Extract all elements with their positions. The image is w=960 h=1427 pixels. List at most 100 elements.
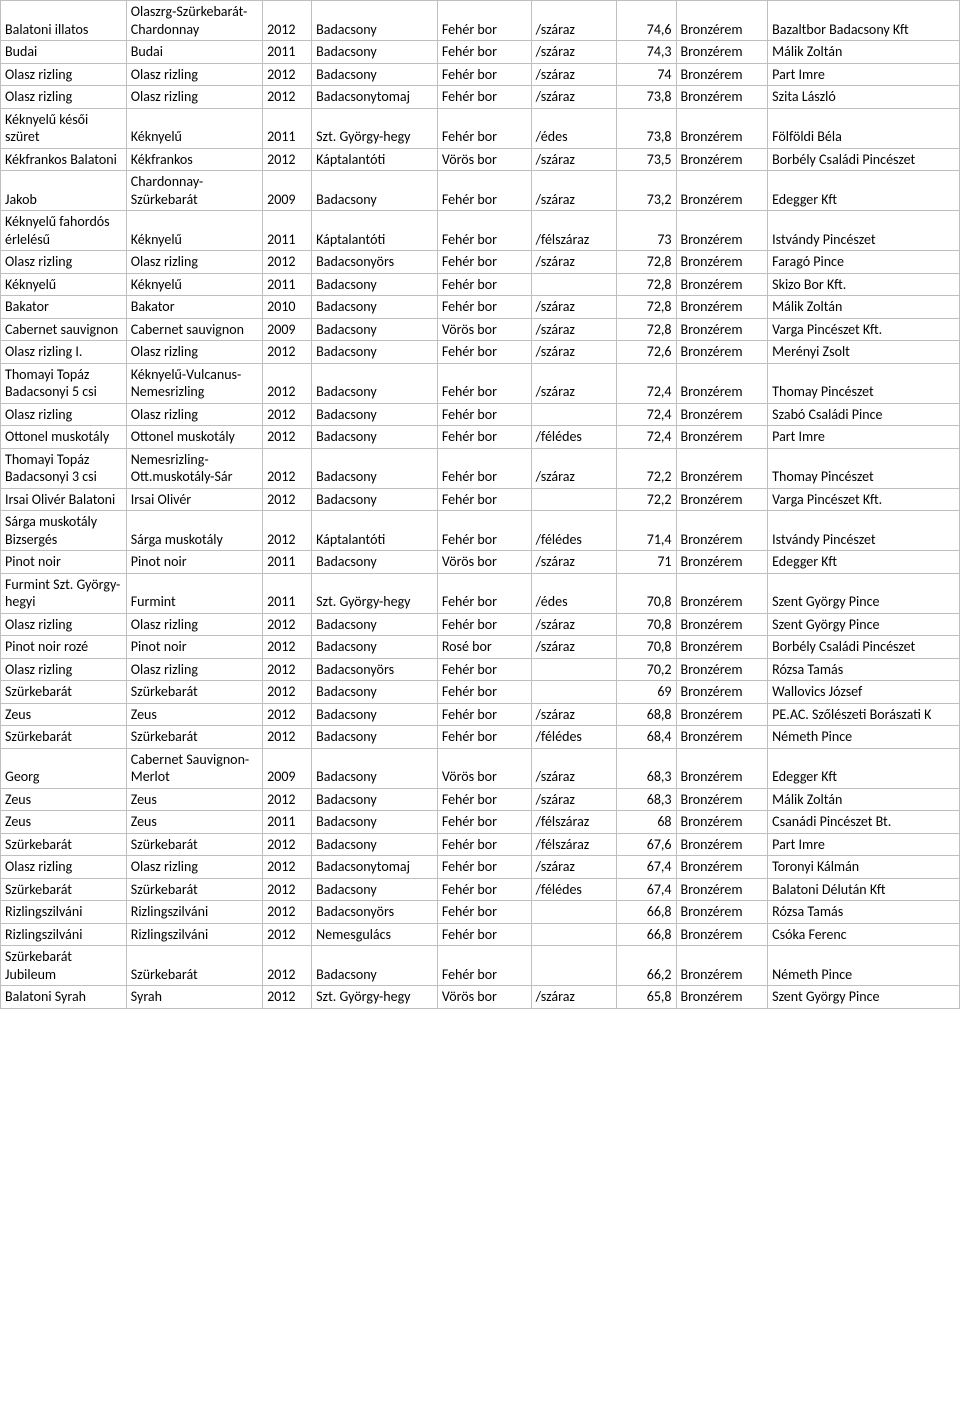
cell-producer: Part Imre: [768, 426, 960, 449]
cell-producer: Szent György Pince: [768, 613, 960, 636]
cell-origin: Badacsony: [312, 788, 438, 811]
table-row: Olasz rizlingOlasz rizling2012Badacsonyt…: [1, 856, 960, 879]
cell-origin: Badacsony: [312, 878, 438, 901]
cell-name: Sárga muskotály Bizsergés: [1, 511, 127, 551]
cell-producer: Szent György Pince: [768, 573, 960, 613]
cell-origin: Badacsony: [312, 363, 438, 403]
cell-type: Fehér bor: [437, 658, 531, 681]
cell-score: 70,8: [616, 573, 676, 613]
cell-score: 73,5: [616, 148, 676, 171]
cell-sweet: [531, 946, 616, 986]
cell-sweet: /száraz: [531, 63, 616, 86]
cell-medal: Bronzérem: [676, 788, 768, 811]
cell-producer: Csanádi Pincészet Bt.: [768, 811, 960, 834]
cell-origin: Badacsonytomaj: [312, 86, 438, 109]
cell-origin: Badacsony: [312, 811, 438, 834]
cell-score: 73: [616, 211, 676, 251]
cell-year: 2012: [263, 1, 312, 41]
wine-results-table: Balatoni illatosOlaszrg-Szürkebarát-Char…: [0, 0, 960, 1009]
cell-name: Szürkebarát: [1, 878, 127, 901]
cell-sweet: [531, 658, 616, 681]
cell-score: 72,8: [616, 251, 676, 274]
cell-year: 2012: [263, 363, 312, 403]
cell-sweet: /száraz: [531, 636, 616, 659]
cell-name: Szürkebarát Jubileum: [1, 946, 127, 986]
cell-sweet: [531, 923, 616, 946]
cell-producer: Edegger Kft: [768, 551, 960, 574]
table-row: SzürkebarátSzürkebarát2012BadacsonyFehér…: [1, 726, 960, 749]
cell-origin: Badacsony: [312, 403, 438, 426]
cell-score: 72,6: [616, 341, 676, 364]
cell-origin: Káptalantóti: [312, 148, 438, 171]
cell-name: Balatoni Syrah: [1, 986, 127, 1009]
cell-type: Fehér bor: [437, 856, 531, 879]
cell-type: Fehér bor: [437, 811, 531, 834]
cell-name: Olasz rizling: [1, 658, 127, 681]
cell-medal: Bronzérem: [676, 211, 768, 251]
cell-score: 67,6: [616, 833, 676, 856]
cell-score: 68: [616, 811, 676, 834]
cell-producer: Rózsa Tamás: [768, 658, 960, 681]
cell-year: 2011: [263, 273, 312, 296]
table-row: Thomayi Topáz Badacsonyi 3 csiNemesrizli…: [1, 448, 960, 488]
cell-year: 2012: [263, 511, 312, 551]
cell-name: Olasz rizling: [1, 86, 127, 109]
cell-producer: Szita László: [768, 86, 960, 109]
cell-medal: Bronzérem: [676, 833, 768, 856]
cell-sweet: /félédes: [531, 726, 616, 749]
cell-origin: Káptalantóti: [312, 511, 438, 551]
cell-type: Rosé bor: [437, 636, 531, 659]
cell-producer: Csóka Ferenc: [768, 923, 960, 946]
cell-producer: Skizo Bor Kft.: [768, 273, 960, 296]
cell-grape: Olasz rizling: [126, 341, 262, 364]
cell-type: Fehér bor: [437, 901, 531, 924]
cell-name: Rizlingszilváni: [1, 923, 127, 946]
cell-score: 73,8: [616, 108, 676, 148]
cell-year: 2012: [263, 788, 312, 811]
table-row: Szürkebarát JubileumSzürkebarát2012Badac…: [1, 946, 960, 986]
cell-origin: Badacsony: [312, 946, 438, 986]
cell-year: 2012: [263, 636, 312, 659]
cell-name: Szürkebarát: [1, 833, 127, 856]
cell-producer: Edegger Kft: [768, 171, 960, 211]
cell-producer: Faragó Pince: [768, 251, 960, 274]
cell-grape: Olaszrg-Szürkebarát-Chardonnay: [126, 1, 262, 41]
cell-origin: Badacsony: [312, 681, 438, 704]
cell-medal: Bronzérem: [676, 703, 768, 726]
cell-origin: Badacsony: [312, 296, 438, 319]
cell-producer: Wallovics József: [768, 681, 960, 704]
table-row: JakobChardonnay-Szürkebarát2009Badacsony…: [1, 171, 960, 211]
cell-year: 2012: [263, 946, 312, 986]
cell-grape: Szürkebarát: [126, 946, 262, 986]
cell-type: Fehér bor: [437, 341, 531, 364]
cell-medal: Bronzérem: [676, 1, 768, 41]
cell-score: 74,6: [616, 1, 676, 41]
cell-name: Rizlingszilváni: [1, 901, 127, 924]
cell-grape: Cabernet Sauvignon-Merlot: [126, 748, 262, 788]
cell-year: 2012: [263, 703, 312, 726]
cell-type: Vörös bor: [437, 986, 531, 1009]
cell-year: 2012: [263, 403, 312, 426]
table-row: Kéknyelű késői szüretKéknyelű2011Szt. Gy…: [1, 108, 960, 148]
cell-grape: Nemesrizling-Ott.muskotály-Sár: [126, 448, 262, 488]
cell-producer: Varga Pincészet Kft.: [768, 318, 960, 341]
cell-type: Vörös bor: [437, 148, 531, 171]
cell-grape: Zeus: [126, 788, 262, 811]
cell-sweet: [531, 901, 616, 924]
cell-score: 68,8: [616, 703, 676, 726]
cell-name: Pinot noir: [1, 551, 127, 574]
cell-sweet: /száraz: [531, 148, 616, 171]
cell-type: Vörös bor: [437, 748, 531, 788]
table-row: Olasz rizlingOlasz rizling2012BadacsonyF…: [1, 613, 960, 636]
cell-grape: Olasz rizling: [126, 658, 262, 681]
cell-sweet: /félszáraz: [531, 833, 616, 856]
cell-score: 72,4: [616, 426, 676, 449]
cell-producer: Fölföldi Béla: [768, 108, 960, 148]
cell-grape: Pinot noir: [126, 636, 262, 659]
cell-sweet: /száraz: [531, 171, 616, 211]
cell-grape: Kéknyelű-Vulcanus-Nemesrizling: [126, 363, 262, 403]
cell-score: 72,4: [616, 403, 676, 426]
cell-grape: Irsai Olivér: [126, 488, 262, 511]
table-row: Balatoni SyrahSyrah2012Szt. György-hegyV…: [1, 986, 960, 1009]
cell-grape: Bakator: [126, 296, 262, 319]
